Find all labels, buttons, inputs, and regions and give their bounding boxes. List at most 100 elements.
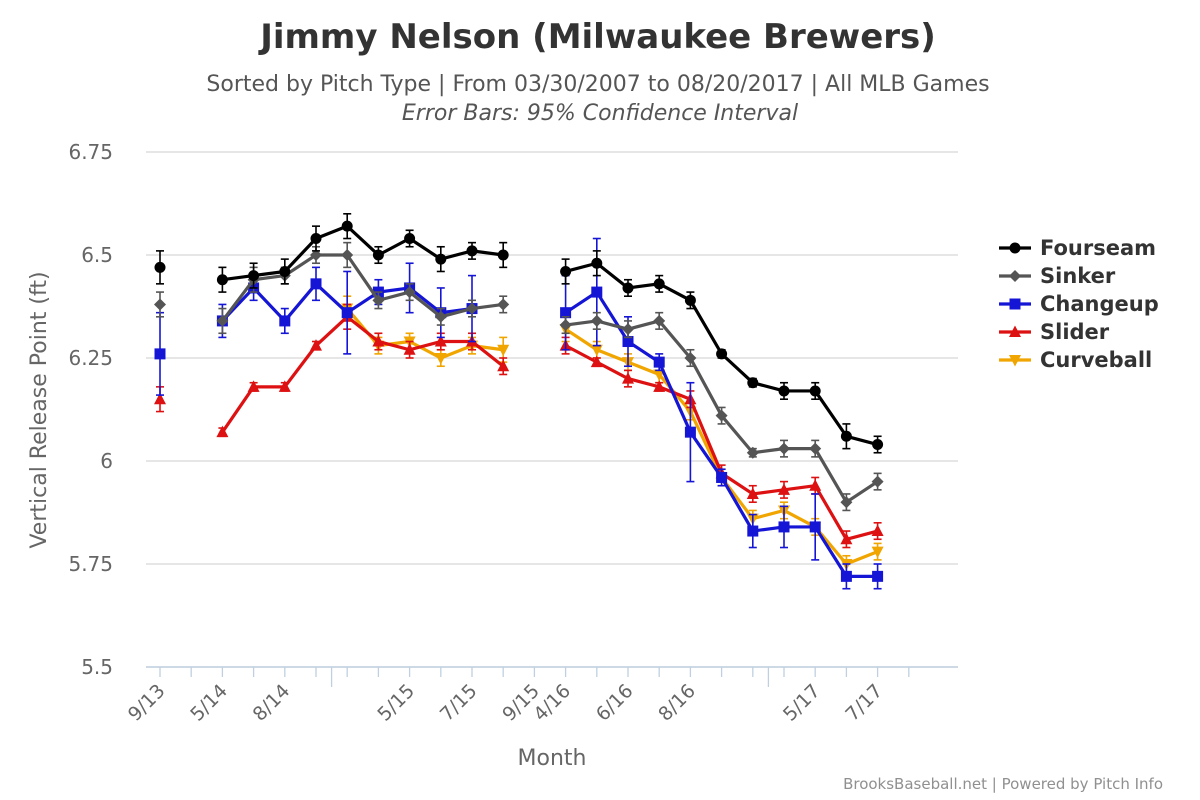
- grid: [146, 151, 958, 668]
- x-tick-label: 9/13: [124, 680, 170, 726]
- data-point: [747, 377, 759, 389]
- x-tick-label: 4/16: [529, 680, 575, 726]
- series-layer: [154, 213, 884, 590]
- data-point: [560, 307, 572, 319]
- data-point: [590, 355, 603, 368]
- data-point: [778, 521, 790, 533]
- data-point: [871, 524, 884, 537]
- data-point: [466, 245, 478, 257]
- y-tick-label: 6.5: [81, 243, 113, 267]
- x-tick-label: 6/16: [592, 680, 638, 726]
- legend-item-fourseam[interactable]: Fourseam: [999, 236, 1156, 260]
- chart-title: Jimmy Nelson (Milwaukee Brewers): [258, 17, 936, 57]
- data-point: [622, 282, 634, 294]
- data-point: [341, 249, 354, 261]
- data-point: [247, 380, 260, 392]
- data-point: [716, 471, 728, 483]
- data-point: [1009, 298, 1021, 310]
- x-axis-label: Month: [518, 746, 587, 771]
- data-point: [1009, 355, 1021, 367]
- legend-label: Changeup: [1040, 292, 1159, 316]
- data-point: [466, 302, 478, 315]
- data-point: [591, 257, 603, 269]
- data-point: [1009, 325, 1021, 337]
- data-point: [497, 344, 510, 357]
- y-tick-label: 6.75: [68, 140, 113, 164]
- data-point: [778, 483, 790, 495]
- series-curveball: [341, 295, 884, 574]
- data-point: [715, 409, 728, 422]
- data-point: [310, 278, 322, 290]
- x-tick-label: 7/17: [841, 680, 887, 726]
- data-point: [684, 352, 697, 364]
- data-point: [716, 348, 728, 360]
- data-point: [809, 385, 821, 397]
- data-point: [746, 446, 759, 459]
- credits[interactable]: BrooksBaseball.net | Powered by Pitch In…: [843, 775, 1163, 793]
- legend-label: Sinker: [1040, 264, 1116, 288]
- data-point: [653, 380, 666, 392]
- data-point: [1009, 270, 1021, 282]
- x-tick-label: 8/16: [654, 680, 700, 726]
- data-point: [653, 356, 665, 368]
- legend-item-changeup[interactable]: Changeup: [999, 292, 1159, 316]
- data-point: [279, 315, 291, 327]
- data-point: [560, 265, 572, 277]
- data-point: [840, 570, 852, 582]
- series-fourseam: [154, 213, 884, 454]
- data-point: [840, 532, 853, 545]
- data-point: [434, 310, 447, 323]
- data-point: [372, 294, 385, 307]
- series-sinker: [154, 241, 884, 512]
- data-point: [278, 380, 291, 392]
- data-point: [372, 335, 385, 347]
- data-point: [590, 314, 603, 327]
- legend-label: Fourseam: [1040, 236, 1156, 260]
- legend[interactable]: Fourseam Sinker Changeup Slider Curveball: [999, 236, 1159, 372]
- y-axis-label: Vertical Release Point (ft): [27, 271, 52, 548]
- data-point: [372, 249, 384, 261]
- data-point: [872, 439, 884, 451]
- data-point: [684, 294, 696, 306]
- data-point: [622, 323, 634, 336]
- y-axis: 5.5 5.75 6 6.25 6.5 6.75: [68, 140, 113, 679]
- x-tick-label: 5/17: [779, 680, 825, 726]
- legend-item-curveball[interactable]: Curveball: [999, 348, 1152, 372]
- data-point: [154, 298, 166, 311]
- data-point: [435, 253, 447, 265]
- y-tick-label: 5.75: [68, 552, 113, 576]
- data-point: [310, 339, 322, 351]
- data-point: [310, 249, 322, 261]
- series-line: [222, 224, 879, 447]
- series-line: [221, 282, 878, 578]
- data-point: [310, 233, 322, 245]
- x-tick-label: 5/15: [373, 680, 419, 726]
- data-point: [341, 307, 353, 319]
- legend-item-sinker[interactable]: Sinker: [999, 264, 1116, 288]
- data-point: [404, 233, 416, 245]
- data-point: [872, 570, 884, 582]
- data-point: [434, 353, 447, 365]
- data-point: [216, 274, 228, 286]
- data-point: [216, 314, 229, 327]
- data-point: [154, 348, 166, 360]
- y-tick-label: 5.5: [81, 655, 113, 679]
- legend-label: Curveball: [1040, 348, 1152, 372]
- x-tick-label: 8/14: [249, 680, 295, 726]
- y-tick-label: 6: [100, 449, 113, 473]
- data-point: [809, 521, 821, 533]
- data-point: [403, 343, 416, 355]
- data-point: [248, 270, 260, 282]
- data-point: [653, 278, 665, 290]
- data-point: [591, 286, 603, 298]
- series-changeup: [154, 237, 884, 590]
- x-axis: 9/13 5/14 8/14 5/15 7/15 9/154/16 6/16 8/16 5/17…: [124, 666, 958, 726]
- data-point: [216, 425, 229, 438]
- series-line: [221, 253, 879, 504]
- data-point: [746, 487, 759, 499]
- legend-item-slider[interactable]: Slider: [999, 320, 1110, 344]
- data-point: [341, 220, 353, 232]
- data-point: [684, 426, 696, 438]
- y-tick-label: 6.25: [68, 346, 113, 370]
